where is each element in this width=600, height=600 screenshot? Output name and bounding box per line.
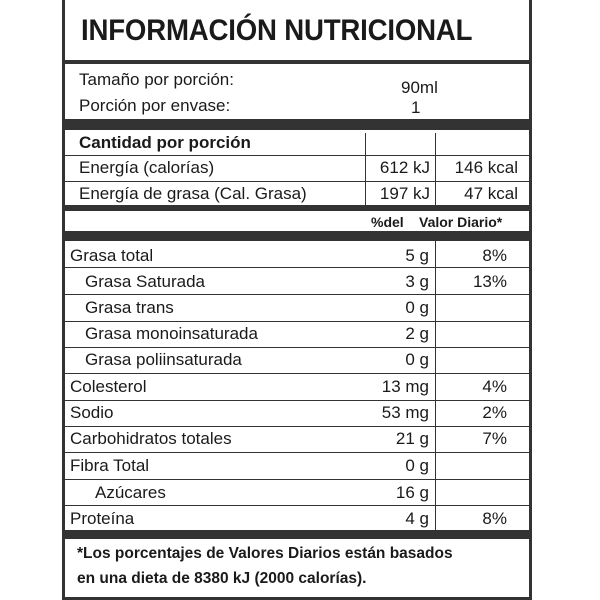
nutrient-amount: 5 g <box>405 246 429 265</box>
nutrient-daily-value: 13% <box>472 272 507 291</box>
section-rule <box>65 119 529 130</box>
footnote-line-2: en una dieta de 8380 kJ (2000 calorías). <box>77 570 367 587</box>
serving-size-value: 90ml <box>401 78 438 97</box>
row-divider <box>65 155 529 156</box>
row-divider <box>65 294 529 295</box>
row-divider <box>65 400 529 401</box>
label-title: INFORMACIÓN NUTRICIONAL <box>81 14 473 47</box>
nutrient-label: Grasa trans <box>85 298 174 317</box>
nutrient-amount: 53 mg <box>381 403 429 422</box>
fat-energy-label: Energía de grasa (Cal. Grasa) <box>79 184 307 203</box>
nutrient-amount: 16 g <box>395 483 429 502</box>
title-rule <box>65 60 529 64</box>
energy-kj: 612 kJ <box>379 158 430 177</box>
column-divider <box>365 133 366 205</box>
energy-label: Energía (calorías) <box>79 158 215 177</box>
nutrient-amount: 0 g <box>405 298 429 317</box>
serving-size-label: Tamaño por porción: <box>79 70 234 89</box>
column-divider <box>435 241 436 530</box>
nutrient-daily-value: 8% <box>482 246 507 265</box>
row-divider <box>65 452 529 453</box>
nutrient-amount: 13 mg <box>381 377 429 396</box>
amount-per-serving-header: Cantidad por porción <box>79 133 251 152</box>
column-divider <box>435 133 436 205</box>
row-divider <box>65 321 529 322</box>
fat-energy-kj: 197 kJ <box>379 184 430 203</box>
nutrient-label: Colesterol <box>70 377 147 396</box>
nutrient-label: Azúcares <box>95 483 166 502</box>
nutrient-label: Grasa total <box>70 246 154 265</box>
section-rule <box>65 205 529 211</box>
nutrient-daily-value: 2% <box>482 403 507 422</box>
row-divider <box>65 479 529 480</box>
energy-kcal: 146 kcal <box>454 158 518 177</box>
nutrient-label: Carbohidratos totales <box>70 429 232 448</box>
nutrient-label: Sodio <box>70 403 114 422</box>
nutrient-daily-value: 8% <box>482 509 507 528</box>
row-divider <box>65 267 529 268</box>
row-divider <box>65 426 529 427</box>
dv-header-right: Valor Diario* <box>419 214 503 230</box>
nutrient-amount: 4 g <box>405 509 429 528</box>
nutrient-amount: 3 g <box>405 272 429 291</box>
dv-header-left: %del <box>371 214 404 230</box>
fat-energy-kcal: 47 kcal <box>464 184 518 203</box>
section-rule <box>65 530 529 539</box>
nutrient-label: Proteína <box>70 509 135 528</box>
section-rule <box>65 231 529 241</box>
nutrition-facts-label: INFORMACIÓN NUTRICIONAL Tamaño por porci… <box>62 0 532 600</box>
servings-per-container-label: Porción por envase: <box>79 96 231 115</box>
nutrient-label: Fibra Total <box>70 456 150 475</box>
footnote: *Los porcentajes de Valores Diarios está… <box>77 541 453 591</box>
row-divider <box>65 505 529 506</box>
nutrient-label: Grasa poliinsaturada <box>85 350 242 369</box>
nutrient-amount: 21 g <box>395 429 429 448</box>
nutrient-daily-value: 4% <box>482 377 507 396</box>
servings-per-container-value: 1 <box>411 98 421 117</box>
row-divider <box>65 347 529 348</box>
row-divider <box>65 181 529 182</box>
nutrient-daily-value: 7% <box>482 429 507 448</box>
row-divider <box>65 373 529 374</box>
nutrient-amount: 0 g <box>405 456 429 475</box>
nutrient-amount: 2 g <box>405 324 429 343</box>
nutrient-label: Grasa Saturada <box>85 272 206 291</box>
nutrient-amount: 0 g <box>405 350 429 369</box>
bottom-rule <box>65 597 529 600</box>
nutrient-label: Grasa monoinsaturada <box>85 324 258 343</box>
footnote-line-1: *Los porcentajes de Valores Diarios está… <box>77 545 453 562</box>
